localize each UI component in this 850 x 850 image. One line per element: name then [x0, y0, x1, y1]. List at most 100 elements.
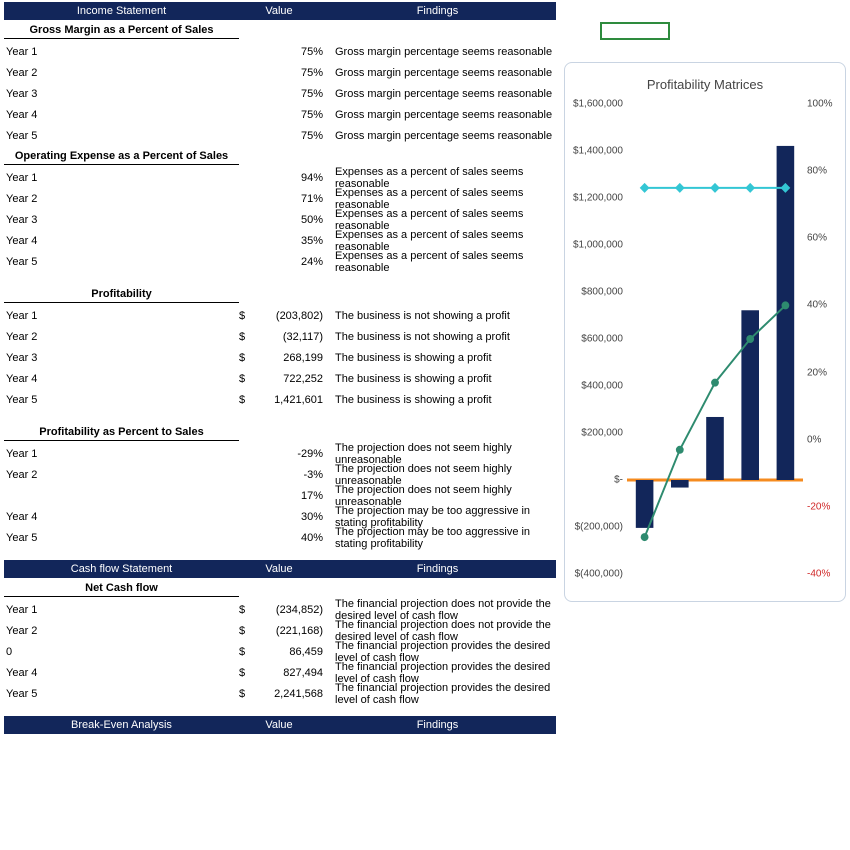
header-break-c: Findings	[319, 719, 556, 731]
row-currency: $	[239, 688, 257, 700]
section-pr: Profitability	[4, 286, 239, 303]
y1-tick-label: $1,200,000	[569, 193, 623, 204]
selected-cell[interactable]	[600, 22, 670, 40]
row-value: 86,459	[257, 646, 329, 658]
row-value: 75%	[257, 67, 329, 79]
row-value: 17%	[257, 490, 329, 502]
row-label: Year 2	[4, 625, 239, 637]
row-currency: $	[239, 604, 257, 616]
table-row: Year 2-3%The projection does not seem hi…	[4, 464, 556, 485]
row-value: (221,168)	[257, 625, 329, 637]
row-label: Year 4	[4, 235, 239, 247]
y1-tick-label: $(400,000)	[569, 569, 623, 580]
row-currency: $	[239, 625, 257, 637]
row-finding: The business is showing a profit	[329, 352, 556, 364]
y2-tick-label: -40%	[807, 569, 841, 580]
y1-tick-label: $1,600,000	[569, 99, 623, 110]
header-break-b: Value	[239, 719, 319, 731]
y1-tick-label: $-	[569, 475, 623, 486]
row-finding: The business is showing a profit	[329, 394, 556, 406]
y1-tick-label: $400,000	[569, 381, 623, 392]
y2-tick-label: 80%	[807, 166, 841, 177]
right-column: Profitability Matrices $1,600,000 $1,400,…	[560, 0, 850, 736]
table-row: Year 175%Gross margin percentage seems r…	[4, 41, 556, 62]
chart-title: Profitability Matrices	[569, 77, 841, 92]
row-value: (203,802)	[257, 310, 329, 322]
row-value: -3%	[257, 469, 329, 481]
row-currency: $	[239, 373, 257, 385]
row-label: Year 1	[4, 310, 239, 322]
row-finding: Gross margin percentage seems reasonable	[329, 130, 556, 142]
row-label: Year 2	[4, 67, 239, 79]
row-label: Year 5	[4, 256, 239, 268]
table-row: Year 4$827,494The financial projection p…	[4, 662, 556, 683]
row-label: Year 2	[4, 331, 239, 343]
table-row: Year 5$2,241,568The financial projection…	[4, 683, 556, 704]
header-income-a: Income Statement	[4, 5, 239, 17]
header-income-b: Value	[239, 5, 319, 17]
row-label: Year 3	[4, 214, 239, 226]
row-value: 24%	[257, 256, 329, 268]
row-currency: $	[239, 331, 257, 343]
row-currency: $	[239, 352, 257, 364]
section-prs: Profitability as Percent to Sales	[4, 424, 239, 441]
row-value: 2,241,568	[257, 688, 329, 700]
y1-tick-label: $(200,000)	[569, 522, 623, 533]
row-label: Year 1	[4, 604, 239, 616]
row-label: 0	[4, 646, 239, 658]
row-label: Year 4	[4, 373, 239, 385]
row-finding: The business is not showing a profit	[329, 310, 556, 322]
table-row: Year 2$(221,168)The financial projection…	[4, 620, 556, 641]
row-value: (234,852)	[257, 604, 329, 616]
y2-tick-label: 0%	[807, 434, 841, 445]
y2-tick-label: 100%	[807, 99, 841, 110]
row-label: Year 5	[4, 532, 239, 544]
table-row: Year 350%Expenses as a percent of sales …	[4, 209, 556, 230]
y1-tick-label: $600,000	[569, 334, 623, 345]
row-value: -29%	[257, 448, 329, 460]
row-label: Year 2	[4, 193, 239, 205]
y2-tick-label: 20%	[807, 367, 841, 378]
row-value: 94%	[257, 172, 329, 184]
row-label: Year 2	[4, 469, 239, 481]
row-label: Year 3	[4, 352, 239, 364]
table-row: Year 430%The projection may be too aggre…	[4, 506, 556, 527]
header-income-c: Findings	[319, 5, 556, 17]
table-row: Year 4$722,252The business is showing a …	[4, 368, 556, 389]
header-cash: Cash flow Statement Value Findings	[4, 560, 556, 578]
row-value: 35%	[257, 235, 329, 247]
header-cash-a: Cash flow Statement	[4, 563, 239, 575]
y1-tick-label: $200,000	[569, 428, 623, 439]
row-label: Year 5	[4, 688, 239, 700]
row-label: Year 4	[4, 511, 239, 523]
header-cash-c: Findings	[319, 563, 556, 575]
table-row: Year 435%Expenses as a percent of sales …	[4, 230, 556, 251]
table-row: Year 3$268,199The business is showing a …	[4, 347, 556, 368]
table-row: Year 271%Expenses as a percent of sales …	[4, 188, 556, 209]
row-value: 71%	[257, 193, 329, 205]
row-finding: Gross margin percentage seems reasonable	[329, 67, 556, 79]
row-value: 827,494	[257, 667, 329, 679]
row-value: 30%	[257, 511, 329, 523]
table-row: 17%The projection does not seem highly u…	[4, 485, 556, 506]
chart-y1-axis: $1,600,000$1,400,000$1,200,000$1,000,000…	[569, 104, 623, 574]
section-ncf: Net Cash flow	[4, 580, 239, 597]
y1-tick-label: $800,000	[569, 287, 623, 298]
section-gm: Gross Margin as a Percent of Sales	[4, 22, 239, 39]
profitability-chart: Profitability Matrices $1,600,000 $1,400,…	[564, 62, 846, 602]
row-label: Year 5	[4, 130, 239, 142]
row-finding: The business is not showing a profit	[329, 331, 556, 343]
row-finding: Expenses as a percent of sales seems rea…	[329, 250, 556, 274]
row-value: 40%	[257, 532, 329, 544]
row-value: 722,252	[257, 373, 329, 385]
row-currency: $	[239, 646, 257, 658]
row-finding: The projection may be too aggressive in …	[329, 526, 556, 550]
table-row: Year 5$1,421,601The business is showing …	[4, 389, 556, 410]
table-row: Year 2 75%Gross margin percentage seems r…	[4, 62, 556, 83]
row-finding: The financial projection provides the de…	[329, 682, 556, 706]
header-break: Break-Even Analysis Value Findings	[4, 716, 556, 734]
table-row: Year 194%Expenses as a percent of sales …	[4, 167, 556, 188]
row-value: 268,199	[257, 352, 329, 364]
row-currency: $	[239, 667, 257, 679]
y1-tick-label: $1,400,000	[569, 146, 623, 157]
